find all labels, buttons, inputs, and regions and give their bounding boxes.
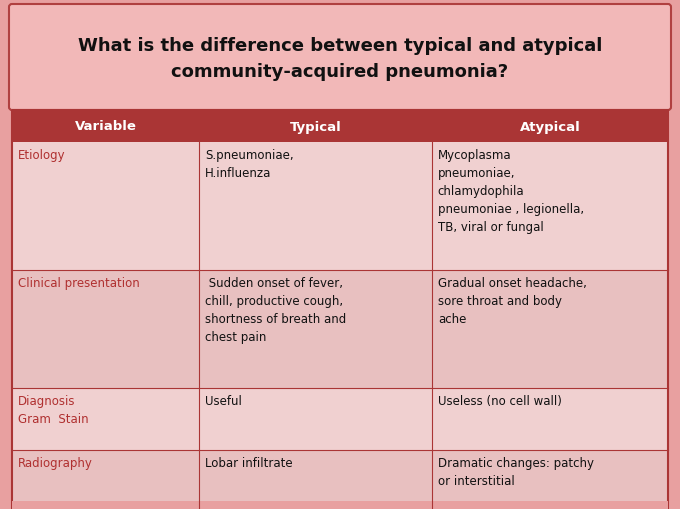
Text: community-acquired pneumonia?: community-acquired pneumonia? (171, 63, 509, 81)
Text: Typical: Typical (290, 120, 341, 133)
Bar (12, 450, 668, 509)
Text: Mycoplasma
pneumoniae,
chlamydophila
pneumoniae , legionella,
TB, viral or funga: Mycoplasma pneumoniae, chlamydophila pne… (438, 149, 584, 234)
Text: Lobar infiltrate: Lobar infiltrate (205, 456, 292, 469)
Text: Gradual onset headache,
sore throat and body
ache: Gradual onset headache, sore throat and … (438, 276, 587, 325)
Text: Etiology: Etiology (18, 149, 66, 162)
Text: Sudden onset of fever,
chill, productive cough,
shortness of breath and
chest pa: Sudden onset of fever, chill, productive… (205, 276, 346, 344)
Text: S.pneumoniae,
H.influenza: S.pneumoniae, H.influenza (205, 149, 294, 180)
Text: Radiography: Radiography (18, 456, 93, 469)
Text: Useless (no cell wall): Useless (no cell wall) (438, 394, 562, 407)
FancyBboxPatch shape (9, 5, 671, 111)
Bar (12, 501, 668, 509)
Bar (12, 388, 668, 450)
Bar (12, 270, 668, 388)
Text: Variable: Variable (75, 120, 137, 133)
Text: What is the difference between typical and atypical: What is the difference between typical a… (78, 37, 602, 55)
Text: Clinical presentation: Clinical presentation (18, 276, 140, 290)
Text: Useful: Useful (205, 394, 242, 407)
Bar (12, 111, 668, 143)
Text: Dramatic changes: patchy
or interstitial: Dramatic changes: patchy or interstitial (438, 456, 594, 487)
Text: Atypical: Atypical (520, 120, 580, 133)
Text: Diagnosis
Gram  Stain: Diagnosis Gram Stain (18, 394, 88, 425)
Bar (12, 143, 668, 270)
